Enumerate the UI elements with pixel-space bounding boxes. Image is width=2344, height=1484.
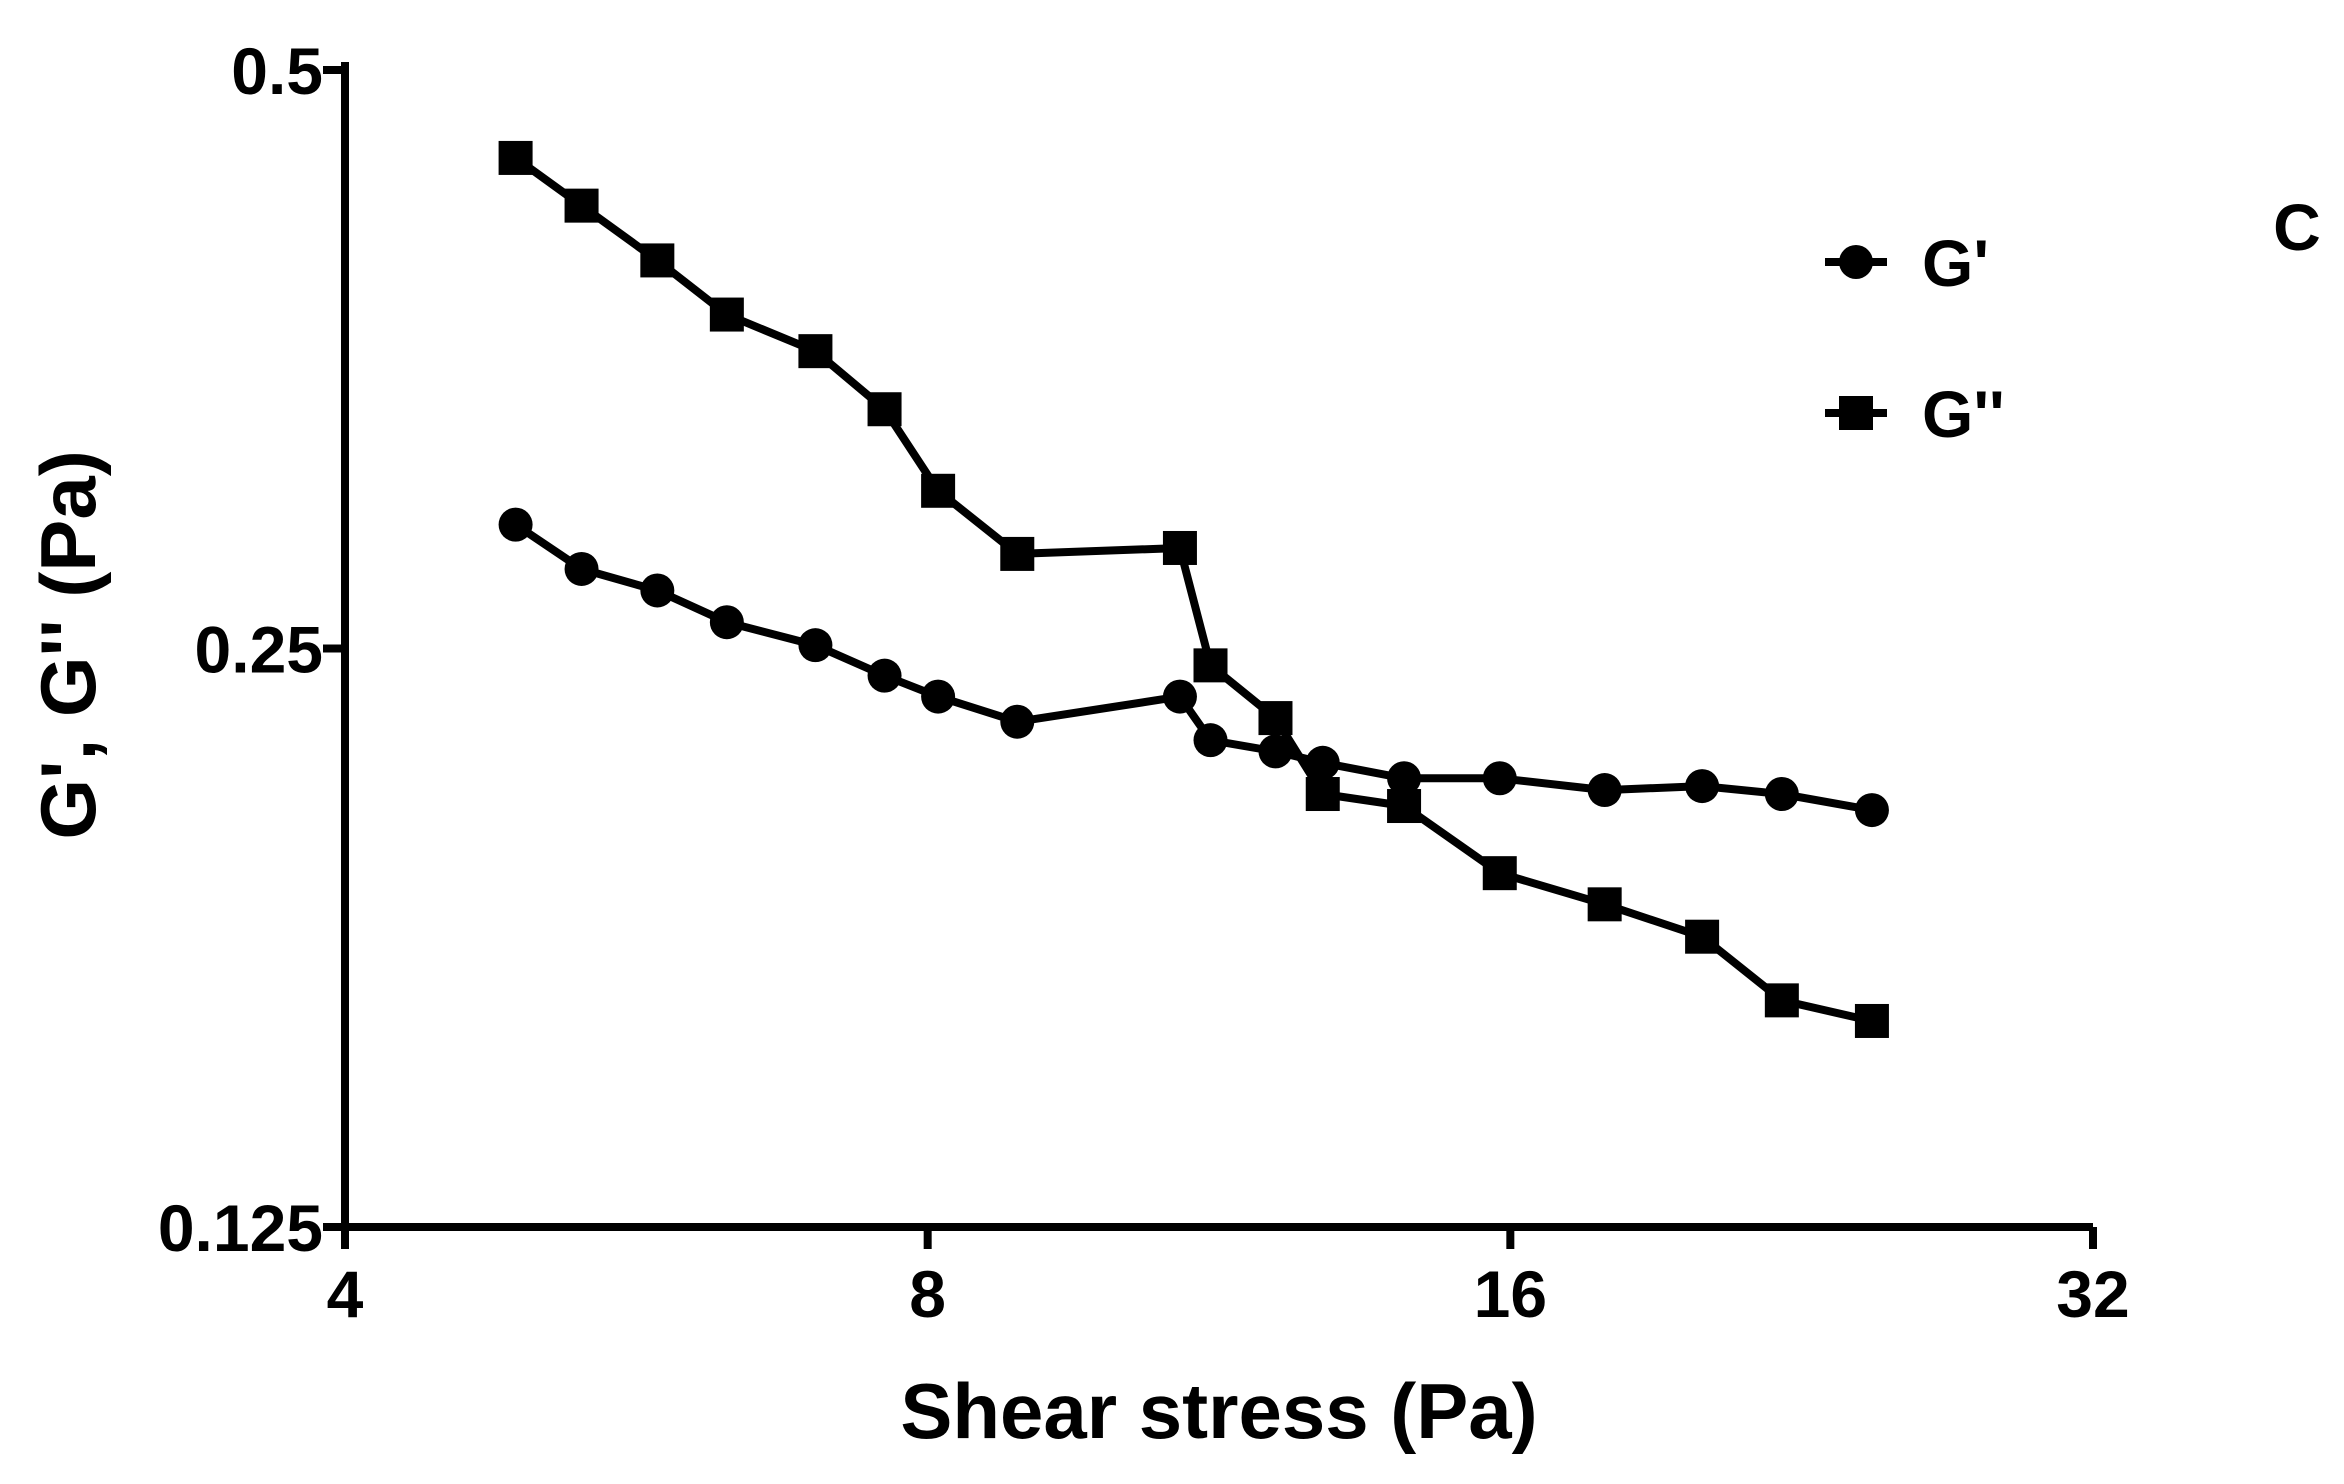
legend-marker: [1839, 245, 1873, 279]
series-line-g-double-prime: [513, 154, 1873, 1025]
data-point-g-double-prime: [1193, 648, 1228, 683]
x-tick-label: 4: [327, 1257, 364, 1331]
y-tick-label: 0.5: [231, 34, 323, 108]
data-point-g-double-prime: [498, 140, 533, 175]
data-point-g-double-prime: [798, 334, 833, 369]
data-point-g-double-prime: [1305, 777, 1340, 812]
data-point-g-prime: [798, 628, 833, 663]
data-point-g-double-prime: [1685, 919, 1720, 954]
data-point-g-double-prime: [1854, 1003, 1889, 1038]
panel-label: C: [2273, 190, 2321, 264]
data-point-g-double-prime: [709, 297, 744, 332]
data-point-g-prime: [1000, 704, 1035, 739]
data-point-g-prime: [1193, 723, 1228, 758]
data-point-g-double-prime: [1162, 530, 1197, 565]
data-point-g-double-prime: [564, 188, 599, 223]
data-point-g-double-prime: [640, 243, 675, 278]
data-point-g-prime: [1685, 769, 1720, 804]
data-point-g-prime: [564, 551, 599, 586]
data-point-g-double-prime: [1482, 856, 1517, 891]
data-point-g-prime: [1482, 761, 1517, 796]
data-point-g-prime: [1764, 777, 1799, 812]
data-point-g-prime: [498, 507, 533, 542]
x-tick-label: 32: [2056, 1257, 2129, 1331]
data-point-g-prime: [1258, 734, 1293, 769]
x-tick-label: 16: [1474, 1257, 1547, 1331]
data-point-g-double-prime: [1258, 701, 1293, 736]
series-layer: [498, 140, 1889, 1038]
y-axis-title: G', G'' (Pa): [24, 450, 112, 839]
x-tick-label: 8: [909, 1257, 946, 1331]
legend: G' G'': [1825, 226, 2005, 451]
data-point-g-double-prime: [921, 473, 956, 508]
data-point-g-prime: [1854, 793, 1889, 828]
y-tick-label: 0.25: [195, 613, 323, 687]
data-point-g-prime: [709, 605, 744, 640]
data-point-g-double-prime: [867, 392, 902, 427]
ticks: 4 8 16 32 0.125 0.25 0.5: [158, 34, 2130, 1331]
data-point-g-prime: [1387, 761, 1422, 796]
data-point-g-prime: [921, 679, 956, 714]
data-point-g-prime: [1305, 745, 1340, 780]
data-point-g-double-prime: [1000, 536, 1035, 571]
data-point-g-prime: [640, 573, 675, 608]
legend-marker: [1839, 396, 1873, 430]
data-point-g-double-prime: [1764, 983, 1799, 1018]
data-point-g-prime: [1587, 773, 1622, 808]
legend-label: G'': [1922, 377, 2005, 451]
data-point-g-double-prime: [1387, 789, 1422, 824]
x-axis-title: Shear stress (Pa): [900, 1367, 1537, 1455]
data-point-g-prime: [867, 658, 902, 693]
legend-label: G': [1922, 226, 1989, 300]
y-tick-label: 0.125: [158, 1191, 323, 1265]
data-point-g-prime: [1162, 679, 1197, 714]
axes: [341, 62, 2093, 1231]
data-point-g-double-prime: [1587, 887, 1622, 922]
